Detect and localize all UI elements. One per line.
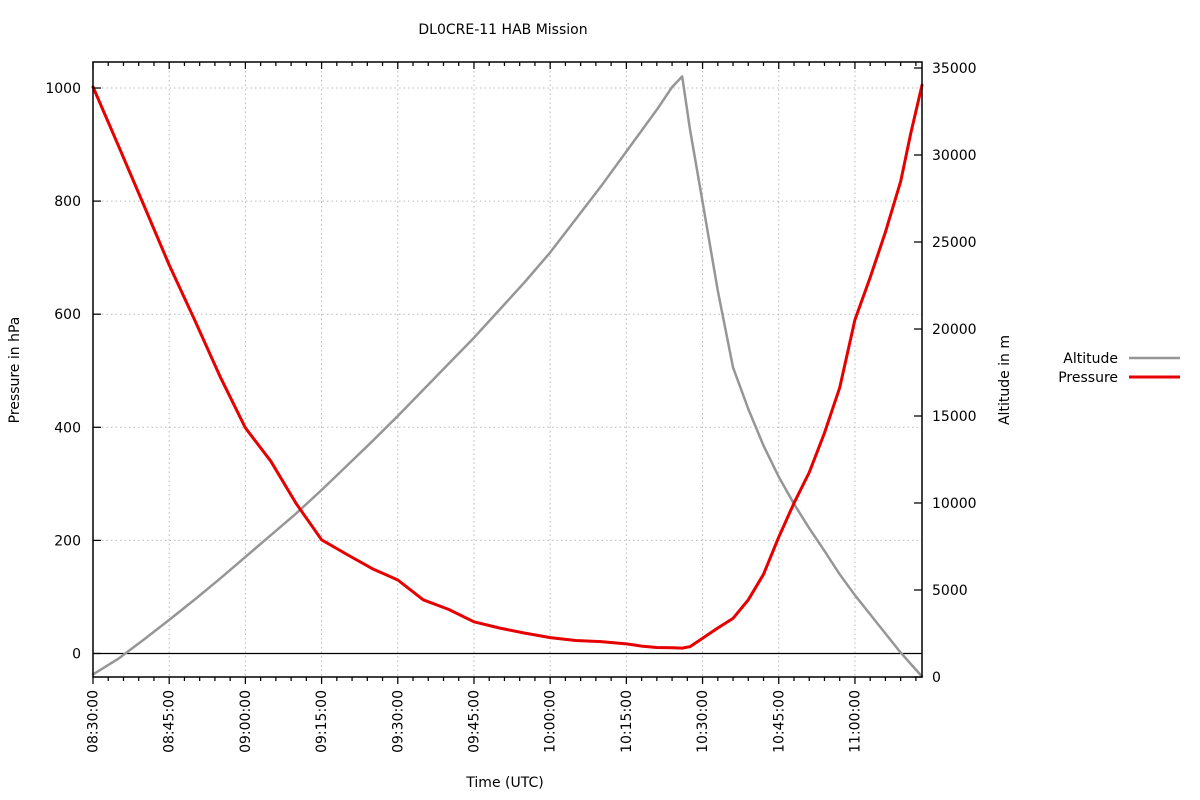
x-tick-label: 10:00:00: [543, 690, 559, 753]
altitude-tick-label: 10000: [932, 496, 977, 512]
pressure-tick-label: 600: [54, 307, 81, 323]
x-tick-label: 11:00:00: [847, 690, 863, 753]
x-tick-label: 10:30:00: [695, 690, 711, 753]
x-tick-label: 09:30:00: [390, 690, 406, 753]
legend-label-altitude: Altitude: [1063, 351, 1118, 367]
right-axis-title: Altitude in m: [997, 335, 1013, 425]
altitude-line: [91, 75, 924, 678]
altitude-tick-label: 0: [932, 670, 941, 686]
left-axis-title: Pressure in hPa: [7, 317, 23, 424]
altitude-tick-label: 35000: [932, 61, 977, 77]
x-tick-label: 09:00:00: [238, 690, 254, 753]
x-tick-label: 08:45:00: [162, 690, 178, 753]
legend: Altitude Pressure: [1058, 351, 1180, 386]
altitude-tick-label: 15000: [932, 409, 977, 425]
x-axis-title: Time (UTC): [465, 775, 543, 791]
x-tick-label: 09:45:00: [466, 690, 482, 753]
pressure-tick-label: 1000: [45, 81, 81, 97]
pressure-tick-label: 200: [54, 533, 81, 549]
x-tick-label: 08:30:00: [86, 690, 102, 753]
pressure-tick-label: 800: [54, 194, 81, 210]
plot-border: [92, 61, 923, 678]
altitude-tick-label: 20000: [932, 322, 977, 338]
x-tick-label: 09:15:00: [314, 690, 330, 753]
altitude-tick-label: 25000: [932, 235, 977, 251]
chart-title: DL0CRE-11 HAB Mission: [418, 22, 587, 38]
x-tick-label: 10:15:00: [619, 690, 635, 753]
plot-generated-layer: 08:30:00 08:45:00 09:00:00 09:15:00 09:30:00…: [45, 61, 976, 753]
pressure-tick-label: 0: [72, 646, 81, 662]
legend-label-pressure: Pressure: [1058, 370, 1118, 386]
pressure-line: [91, 83, 924, 650]
altitude-tick-label: 30000: [932, 148, 977, 164]
altitude-tick-label: 5000: [932, 583, 968, 599]
pressure-tick-label: 400: [54, 420, 81, 436]
x-tick-label: 10:45:00: [771, 690, 787, 753]
